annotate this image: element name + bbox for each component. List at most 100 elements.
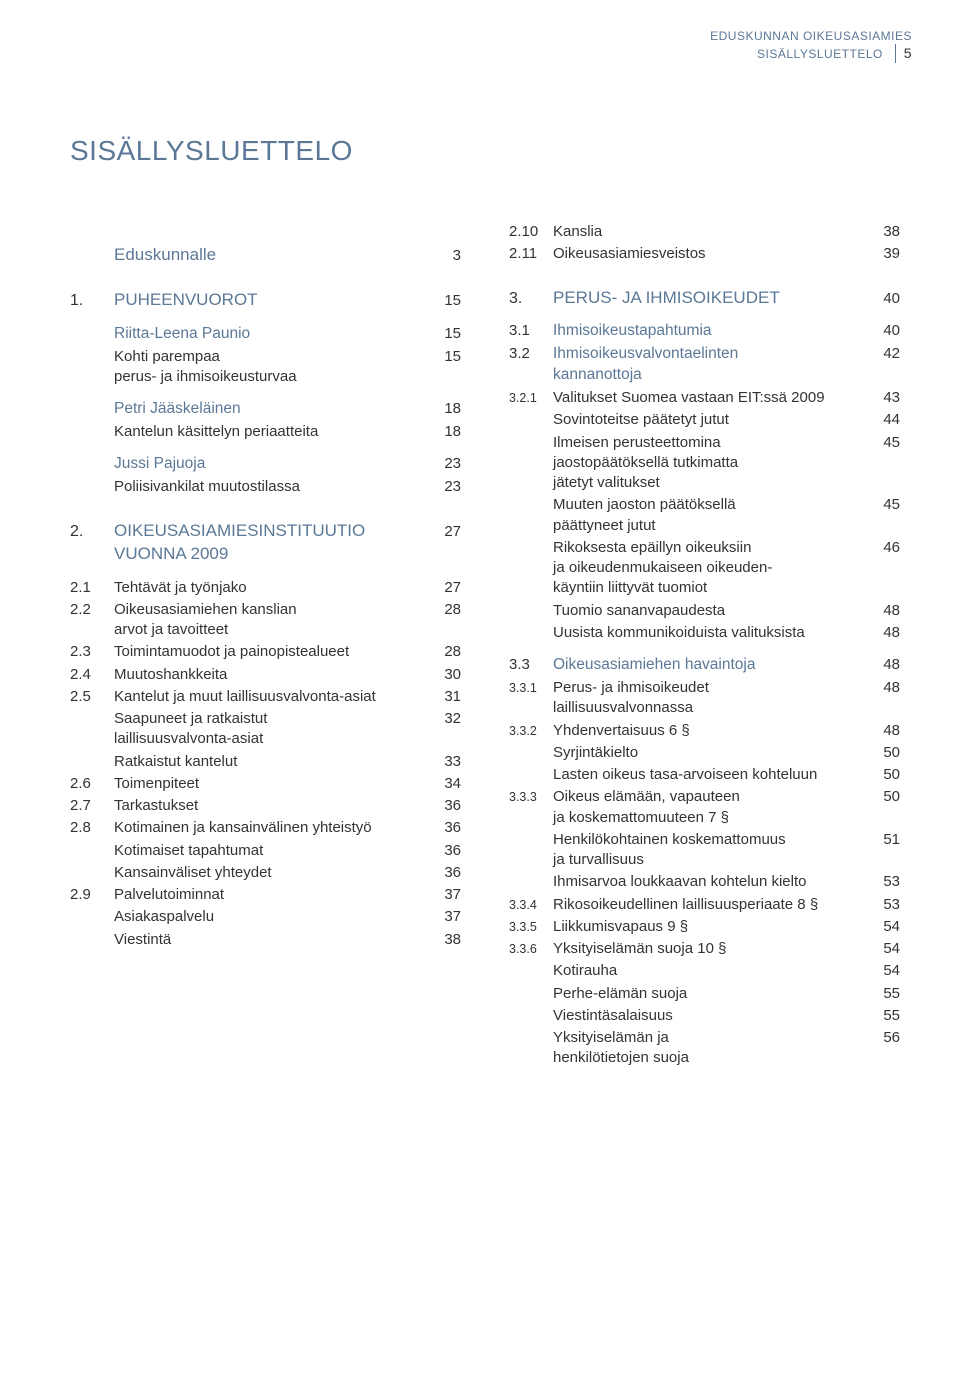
toc-page: 37 — [431, 885, 461, 905]
toc-number: 2.4 — [70, 665, 114, 685]
toc-label: Asiakaspalvelu — [70, 907, 431, 927]
toc-number: 2.6 — [70, 774, 114, 794]
toc-number: 3. — [509, 288, 553, 310]
toc-number: 3.3.2 — [509, 723, 553, 740]
toc-row: Eduskunnalle3 — [70, 244, 461, 267]
toc-row: 2.9Palvelutoiminnat37 — [70, 885, 461, 905]
toc-page: 50 — [870, 787, 900, 807]
toc-row: Saapuneet ja ratkaistutlaillisuusvalvont… — [70, 709, 461, 750]
toc-label: OIKEUSASIAMIESINSTITUUTIOVUONNA 2009 — [114, 520, 431, 566]
toc-column-right: 2.10Kanslia382.11Oikeusasiamiesveistos39… — [509, 222, 900, 1071]
toc-row: Uusista kommunikoiduista valituksista48 — [509, 623, 900, 643]
toc-number: 2. — [70, 521, 114, 543]
toc-page: 28 — [431, 642, 461, 662]
toc-row: Viestintäsalaisuus55 — [509, 1006, 900, 1026]
toc-label: Kansainväliset yhteydet — [70, 863, 431, 883]
toc-row: 3.3.2Yhdenvertaisuus 6 §48 — [509, 721, 900, 741]
toc-label: Lasten oikeus tasa-arvoiseen kohteluun — [509, 765, 870, 785]
toc-page: 53 — [870, 895, 900, 915]
toc-number: 2.8 — [70, 818, 114, 838]
toc-row: 2.3Toimintamuodot ja painopistealueet28 — [70, 642, 461, 662]
toc-label: Tarkastukset — [114, 796, 431, 816]
toc-page: 48 — [870, 601, 900, 621]
toc-label: Eduskunnalle — [114, 244, 431, 267]
toc-number: 2.3 — [70, 642, 114, 662]
toc-number: 3.3.3 — [509, 789, 553, 806]
toc-row: Rikoksesta epäillyn oikeuksiinja oikeude… — [509, 538, 900, 599]
toc-label: Rikosoikeudellinen laillisuusperiaate 8 … — [553, 895, 870, 915]
toc-row: Perhe-elämän suoja55 — [509, 984, 900, 1004]
toc-page: 55 — [870, 984, 900, 1004]
toc-page: 3 — [431, 246, 461, 266]
toc-label: Sovintoteitse päätetyt jutut — [509, 410, 870, 430]
toc-row: 2.1Tehtävät ja työnjako27 — [70, 578, 461, 598]
toc-page: 48 — [870, 655, 900, 675]
toc-row: 3.3.6Yksityiselämän suoja 10 §54 — [509, 939, 900, 959]
toc-page: 54 — [870, 917, 900, 937]
toc-row: Muuten jaoston päätökselläpäättyneet jut… — [509, 495, 900, 536]
toc-number: 2.11 — [509, 244, 553, 264]
toc-number: 3.3.4 — [509, 897, 553, 914]
toc-label: Kotimaiset tapahtumat — [70, 841, 431, 861]
toc-label: Liikkumisvapaus 9 § — [553, 917, 870, 937]
toc-row: 2.4Muutoshankkeita30 — [70, 665, 461, 685]
toc-row: Poliisivankilat muutostilassa23 — [70, 477, 461, 497]
toc-label: Valitukset Suomea vastaan EIT:ssä 2009 — [553, 388, 870, 408]
toc-label: Oikeusasiamiesveistos — [553, 244, 870, 264]
toc-page: 15 — [431, 347, 461, 367]
toc-row: Petri Jääskeläinen18 — [70, 399, 461, 420]
toc-page: 36 — [431, 841, 461, 861]
toc-label: Kantelun käsittelyn periaatteita — [114, 422, 431, 442]
toc-row: 2.5Kantelut ja muut laillisuusvalvonta-a… — [70, 687, 461, 707]
toc-row: 2.8Kotimainen ja kansainvälinen yhteisty… — [70, 818, 461, 838]
toc-column-left: Eduskunnalle3 1.PUHEENVUOROT15 Riitta-Leen… — [70, 222, 461, 1071]
toc-label: Perhe-elämän suoja — [509, 984, 870, 1004]
toc-row: Riitta-Leena Paunio15 — [70, 324, 461, 345]
toc-row: 3.3.1Perus- ja ihmisoikeudetlaillisuusva… — [509, 678, 900, 719]
toc-page: 27 — [431, 522, 461, 542]
toc-page: 56 — [870, 1028, 900, 1048]
toc-columns: Eduskunnalle3 1.PUHEENVUOROT15 Riitta-Leen… — [70, 222, 900, 1071]
toc-page: 36 — [431, 796, 461, 816]
toc-label: Yksityiselämän suoja 10 § — [553, 939, 870, 959]
toc-page: 43 — [870, 388, 900, 408]
toc-row: Asiakaspalvelu37 — [70, 907, 461, 927]
toc-page: 48 — [870, 678, 900, 698]
toc-label: Ihmisoikeusvalvontaelintenkannanottoja — [553, 344, 870, 386]
toc-label: Oikeusasiamiehen havaintoja — [553, 655, 870, 676]
toc-label: Tehtävät ja työnjako — [114, 578, 431, 598]
toc-label: Saapuneet ja ratkaistutlaillisuusvalvont… — [70, 709, 431, 750]
toc-page: 23 — [431, 454, 461, 474]
toc-page: 44 — [870, 410, 900, 430]
toc-row: Ilmeisen perusteettominajaostopäätöksell… — [509, 433, 900, 494]
toc-row: 1.PUHEENVUOROT15 — [70, 289, 461, 312]
toc-number: 3.3 — [509, 655, 553, 675]
toc-page: 48 — [870, 721, 900, 741]
toc-label: Syrjintäkielto — [509, 743, 870, 763]
toc-row: Yksityiselämän jahenkilötietojen suoja56 — [509, 1028, 900, 1069]
toc-label: Ilmeisen perusteettominajaostopäätöksell… — [509, 433, 870, 494]
toc-label: Perus- ja ihmisoikeudetlaillisuusvalvonn… — [553, 678, 870, 719]
toc-row: 3.1Ihmisoikeustapahtumia40 — [509, 321, 900, 342]
toc-page: 18 — [431, 422, 461, 442]
toc-number: 2.7 — [70, 796, 114, 816]
toc-number: 3.3.5 — [509, 919, 553, 936]
toc-page: 27 — [431, 578, 461, 598]
toc-row: 3.3.3Oikeus elämään, vapauteenja koskema… — [509, 787, 900, 828]
toc-page: 45 — [870, 495, 900, 515]
toc-page: 45 — [870, 433, 900, 453]
toc-row: Lasten oikeus tasa-arvoiseen kohteluun50 — [509, 765, 900, 785]
toc-row: Jussi Pajuoja23 — [70, 454, 461, 475]
toc-label: Kotirauha — [509, 961, 870, 981]
toc-row: 3.2Ihmisoikeusvalvontaelintenkannanottoj… — [509, 344, 900, 386]
toc-row: Sovintoteitse päätetyt jutut44 — [509, 410, 900, 430]
toc-label: Viestintäsalaisuus — [509, 1006, 870, 1026]
toc-label: Petri Jääskeläinen — [114, 399, 431, 420]
header-line2: SISÄLLYSLUETTELO — [757, 47, 883, 61]
toc-page: 37 — [431, 907, 461, 927]
toc-label: Yhdenvertaisuus 6 § — [553, 721, 870, 741]
toc-row: Ratkaistut kantelut33 — [70, 752, 461, 772]
toc-page: 28 — [431, 600, 461, 620]
toc-label: Toimintamuodot ja painopistealueet — [114, 642, 431, 662]
toc-row: 2.10Kanslia38 — [509, 222, 900, 242]
